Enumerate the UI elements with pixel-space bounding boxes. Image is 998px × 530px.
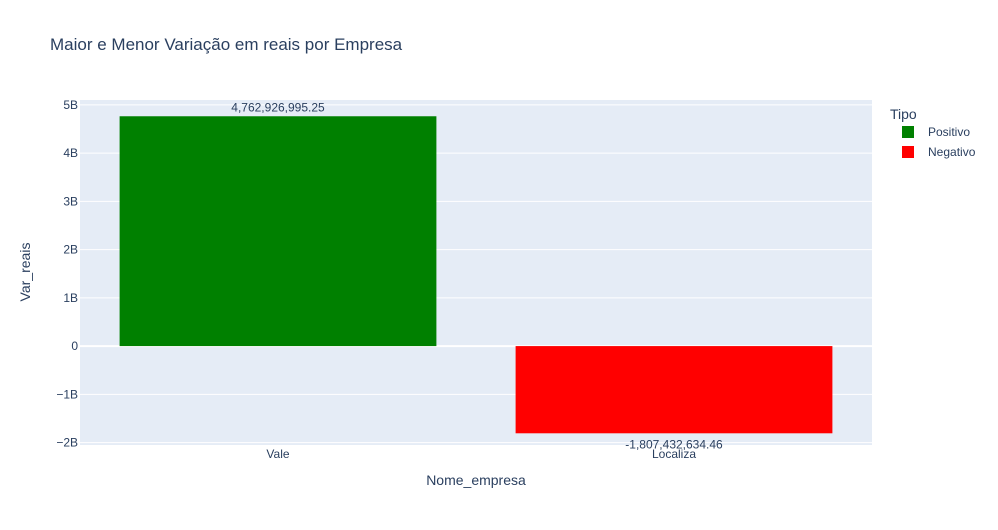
- chart-title: Maior e Menor Variação em reais por Empr…: [50, 35, 403, 54]
- y-tick-label: 3B: [63, 194, 78, 208]
- legend: Positivo Negativo: [902, 125, 976, 159]
- legend-title: Tipo: [890, 106, 917, 122]
- data-label: 4,762,926,995.25: [231, 100, 325, 114]
- y-tick-label: 4B: [63, 146, 78, 160]
- y-tick-label: 0: [71, 339, 78, 353]
- x-tick-label: Localiza: [652, 447, 696, 461]
- legend-label: Positivo: [928, 125, 970, 139]
- bars: [119, 116, 833, 434]
- y-tick-label: 5B: [63, 98, 78, 112]
- y-axis-title: Var_reais: [17, 243, 33, 302]
- bar-negativo: [515, 346, 833, 434]
- x-tick-labels: Vale Localiza: [266, 447, 696, 461]
- data-labels: 4,762,926,995.25 -1,807,432,634.46: [231, 100, 723, 451]
- bar-positivo: [119, 116, 437, 347]
- y-tick-labels: 5B 4B 3B 2B 1B 0 −1B −2B: [56, 98, 78, 450]
- x-tick-label: Vale: [266, 447, 289, 461]
- y-tick-label: 1B: [63, 291, 78, 305]
- legend-label: Negativo: [928, 145, 976, 159]
- y-tick-label: −1B: [56, 387, 78, 401]
- data-label: -1,807,432,634.46: [625, 437, 723, 451]
- legend-swatch-negativo: [902, 146, 914, 158]
- y-tick-label: −2B: [56, 436, 78, 450]
- y-tick-label: 2B: [63, 243, 78, 257]
- x-axis-title: Nome_empresa: [426, 472, 526, 488]
- legend-swatch-positivo: [902, 126, 914, 138]
